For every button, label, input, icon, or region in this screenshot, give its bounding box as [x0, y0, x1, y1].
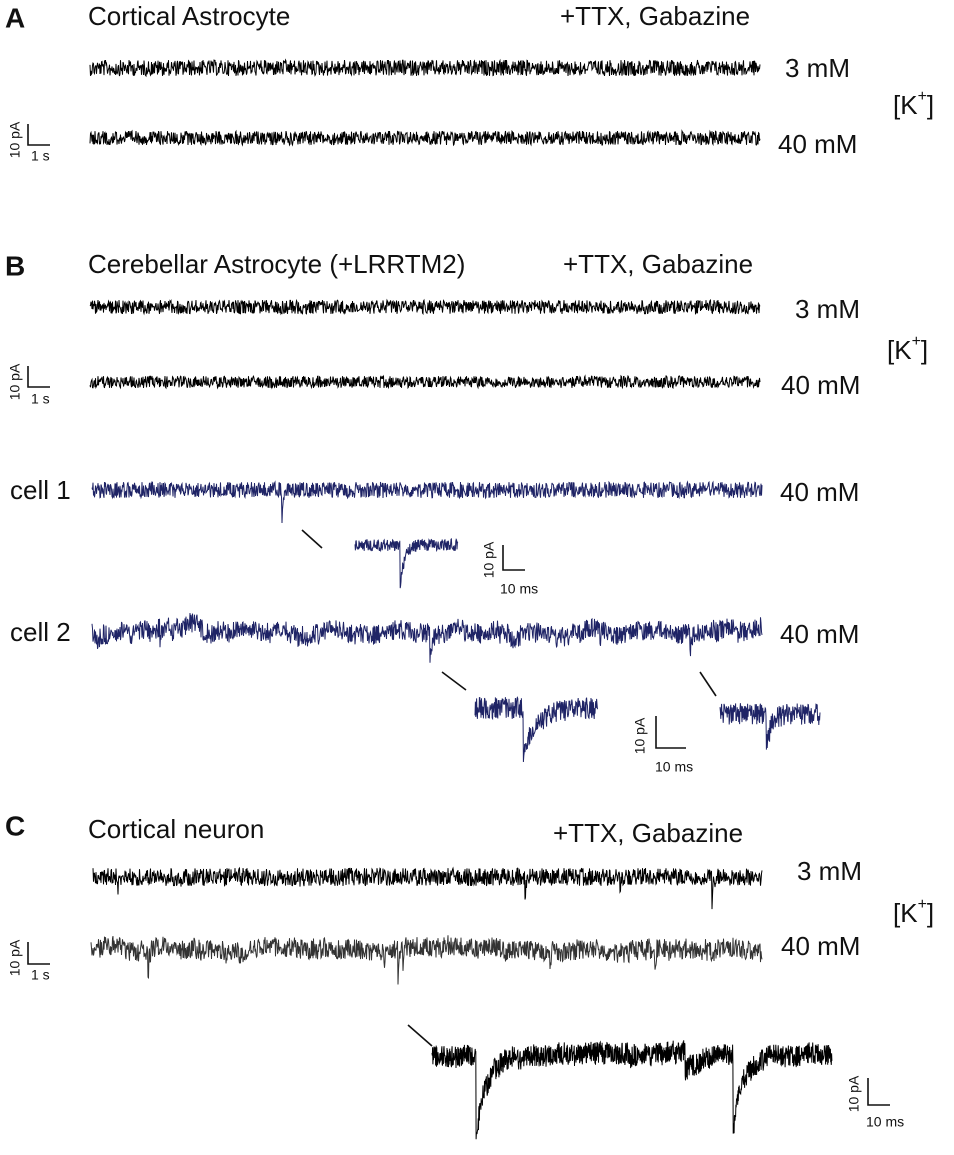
ion-close: ]	[927, 898, 934, 928]
scale-current: 10 pA	[846, 1075, 862, 1112]
concentration: 3 mM	[785, 53, 850, 83]
trace	[89, 129, 761, 147]
trace	[431, 1040, 833, 1140]
connector	[301, 529, 323, 549]
condition: +TTX, Gabazine	[563, 249, 753, 279]
concentration: 40 mM	[780, 477, 859, 507]
trace	[90, 935, 763, 985]
scale-time: 10 ms	[866, 1114, 904, 1130]
ion-close: ]	[927, 90, 934, 120]
panel-letter: A	[5, 2, 25, 33]
cell-label: cell 1	[10, 475, 71, 505]
concentration: 40 mM	[778, 129, 857, 159]
scale-bar	[27, 942, 50, 965]
ion-label: [K+]	[887, 333, 928, 365]
connector	[699, 671, 717, 697]
scale-bar	[502, 545, 525, 571]
panel-letter: C	[5, 810, 25, 841]
concentration: 40 mM	[781, 370, 860, 400]
connector	[441, 671, 467, 691]
ion-open: [K	[893, 898, 918, 928]
scale-time: 10 ms	[500, 581, 538, 597]
scale-current: 10 pA	[632, 717, 648, 754]
scale-time: 10 ms	[655, 759, 693, 775]
condition: +TTX, Gabazine	[560, 1, 750, 31]
panel-title: Cortical Astrocyte	[88, 1, 290, 31]
panel-title: Cerebellar Astrocyte (+LRRTM2)	[88, 249, 465, 279]
condition: +TTX, Gabazine	[553, 818, 743, 848]
trace	[89, 298, 761, 316]
concentration: 3 mM	[797, 856, 862, 886]
scale-time: 1 s	[31, 391, 50, 407]
scale-current: 10 pA	[7, 363, 23, 400]
connector	[407, 1024, 433, 1047]
ion-label: [K+]	[893, 896, 934, 928]
scale-bar	[27, 124, 50, 146]
panel-title: Cortical neuron	[88, 814, 264, 844]
ion-sup: +	[918, 896, 927, 913]
scale-bar	[867, 1078, 890, 1106]
ion-sup: +	[912, 333, 921, 350]
scale-bar	[655, 716, 686, 749]
panel-letter: B	[5, 250, 25, 281]
scale-current: 10 pA	[481, 541, 497, 578]
trace	[92, 866, 763, 910]
scale-time: 1 s	[31, 967, 50, 983]
scale-bar	[27, 366, 50, 388]
concentration: 40 mM	[781, 931, 860, 961]
scale-current: 10 pA	[7, 121, 23, 158]
ion-sup: +	[918, 88, 927, 105]
ion-close: ]	[921, 335, 928, 365]
trace	[719, 703, 821, 750]
trace	[91, 480, 763, 524]
scale-current: 10 pA	[7, 939, 23, 976]
concentration: 3 mM	[795, 294, 860, 324]
scale-time: 1 s	[31, 148, 50, 164]
trace	[354, 538, 459, 589]
cell-label: cell 2	[10, 617, 71, 647]
ion-open: [K	[893, 90, 918, 120]
trace	[89, 58, 761, 78]
concentration: 40 mM	[780, 619, 859, 649]
ion-label: [K+]	[893, 88, 934, 120]
trace	[474, 696, 599, 763]
trace	[89, 374, 761, 390]
ion-open: [K	[887, 335, 912, 365]
trace	[91, 612, 763, 663]
